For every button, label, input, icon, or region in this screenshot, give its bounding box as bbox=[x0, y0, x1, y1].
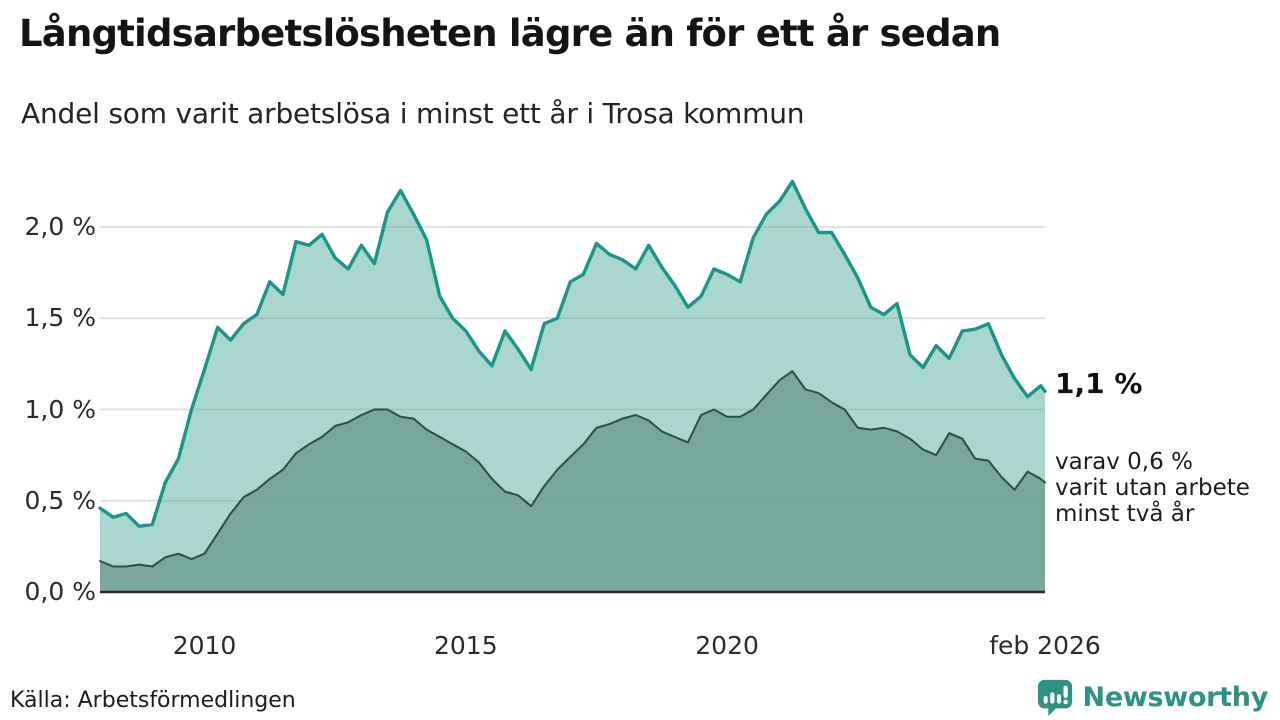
x-tick-label: 2015 bbox=[434, 631, 498, 660]
line-arbetslösa-minst-ett-år bbox=[98, 179, 1047, 528]
chart-subtitle: Andel som varit arbetslösa i minst ett å… bbox=[21, 97, 805, 130]
series-end-value-label: 1,1 % bbox=[1055, 367, 1143, 400]
line-utan-arbete-minst-två-år bbox=[99, 370, 1046, 568]
newsworthy-brand-text: Newsworthy bbox=[1082, 681, 1269, 713]
page-title: Långtidsarbetslösheten lägre än för ett … bbox=[19, 12, 1001, 55]
y-tick-label: 1,5 % bbox=[24, 303, 96, 333]
area-arbetslösa-minst-ett-år bbox=[100, 181, 1045, 592]
series-note-label: varav 0,6 % varit utan arbete minst två … bbox=[1055, 449, 1250, 527]
area-utan-arbete-minst-två-år bbox=[100, 371, 1045, 592]
y-tick-label: 1,0 % bbox=[24, 394, 96, 424]
source-caption: Källa: Arbetsförmedlingen bbox=[10, 688, 296, 713]
x-tick-label: 2010 bbox=[172, 631, 237, 660]
newsworthy-brand: Newsworthy bbox=[1036, 678, 1268, 716]
y-tick-label: 0,5 % bbox=[24, 485, 96, 515]
newsworthy-logo-icon bbox=[1037, 679, 1072, 716]
x-tick-label: feb 2026 bbox=[989, 631, 1101, 660]
x-tick-label: 2020 bbox=[695, 631, 759, 660]
y-tick-label: 2,0 % bbox=[24, 212, 96, 241]
y-tick-label: 0,0 % bbox=[24, 577, 96, 606]
